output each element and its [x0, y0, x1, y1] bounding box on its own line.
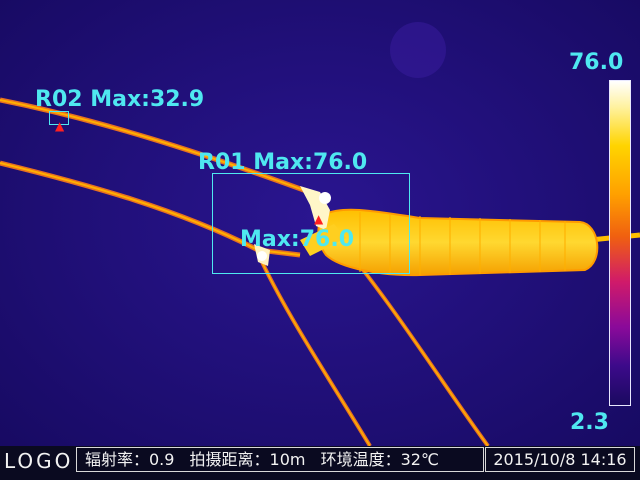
spot-label-max: Max:76.0 — [240, 227, 355, 252]
measurement-params: 辐射率：0.9 拍摄距离：10m 环境温度：32℃ — [76, 447, 484, 472]
region-box-r01[interactable] — [212, 173, 410, 274]
min-marker-r02: ▲ — [55, 119, 65, 133]
datetime-stamp: 2015/10/8 14:16 — [485, 447, 635, 472]
status-bar — [0, 446, 640, 480]
logo: LOGO — [4, 449, 74, 473]
emissivity-value: 辐射率：0.9 — [85, 450, 175, 469]
region-label-r02: R02 Max:32.9 — [35, 87, 205, 112]
region-box-r02[interactable] — [49, 111, 69, 125]
distance-value: 拍摄距离：10m — [189, 450, 306, 469]
scale-min-value: 2.3 — [570, 410, 609, 435]
scale-max-value: 76.0 — [569, 50, 624, 75]
max-marker-r01: ▲ — [314, 212, 324, 226]
ambient-temperature-value: 环境温度：32℃ — [320, 450, 439, 469]
region-label-r01: R01 Max:76.0 — [198, 150, 368, 175]
temperature-colorbar — [609, 80, 631, 406]
